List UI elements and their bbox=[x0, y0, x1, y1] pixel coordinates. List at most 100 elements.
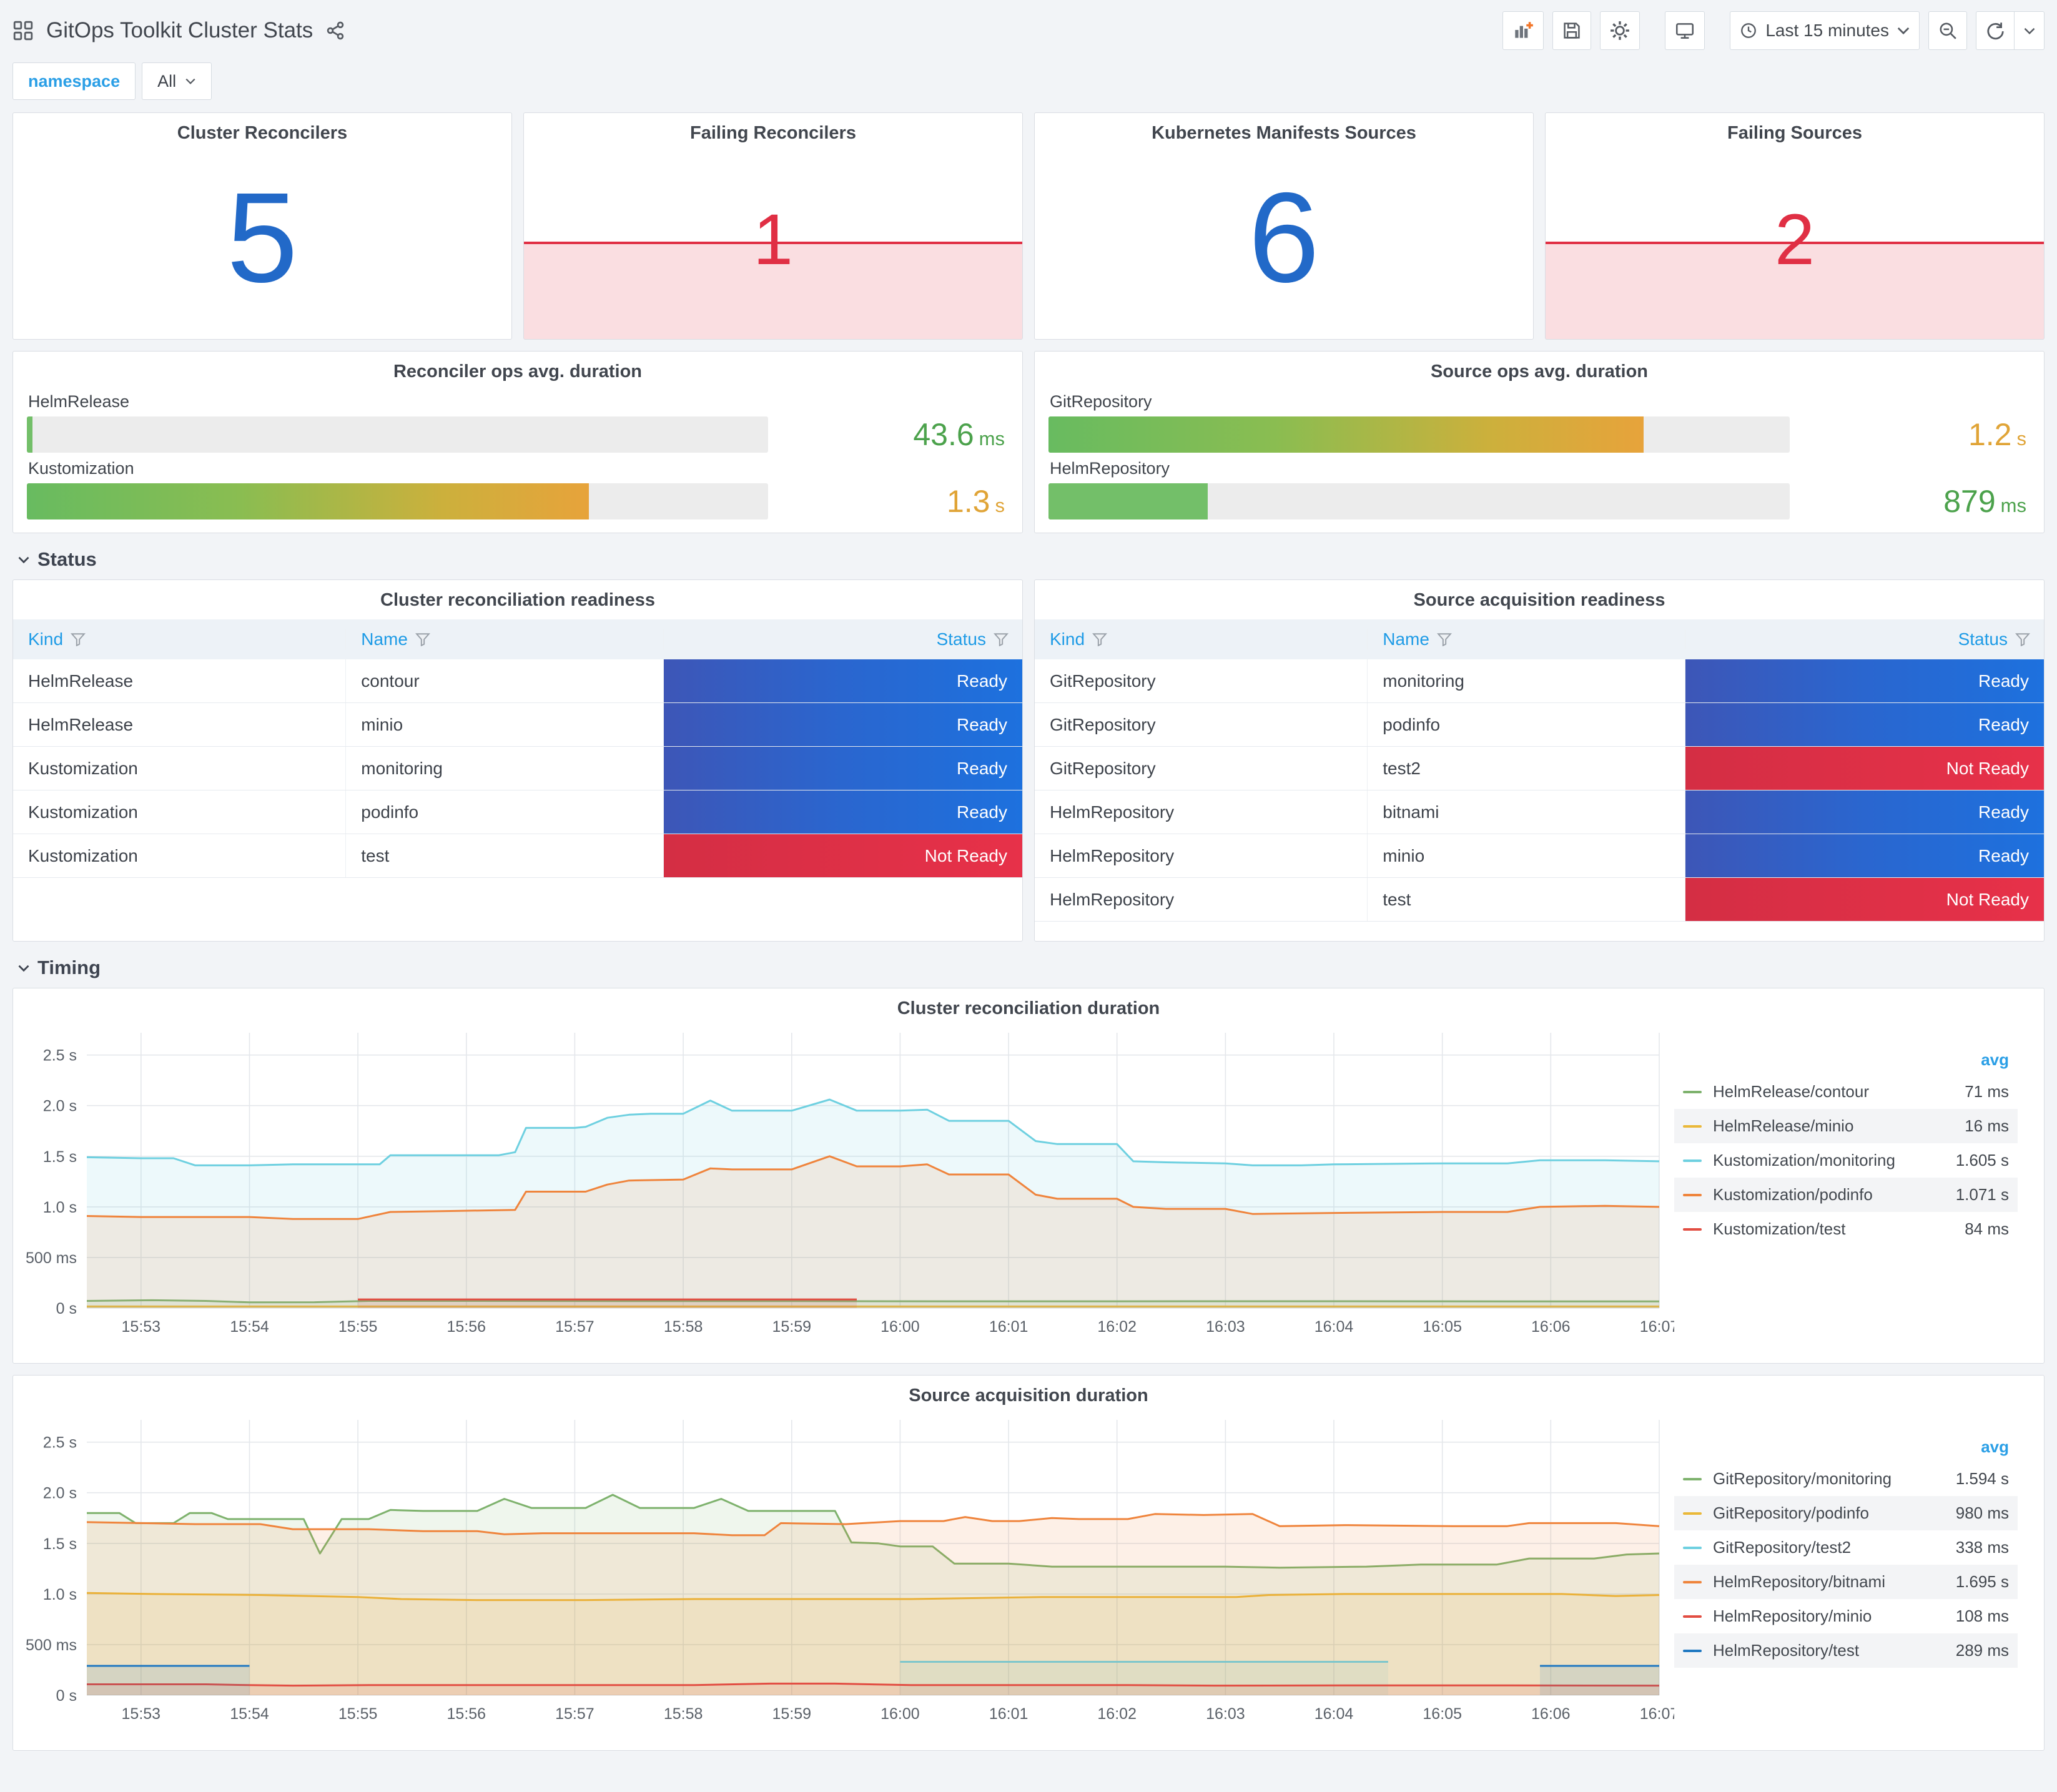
svg-text:16:07: 16:07 bbox=[1640, 1705, 1674, 1723]
cell-status: Ready bbox=[664, 790, 1022, 834]
filter-icon[interactable] bbox=[71, 633, 86, 646]
chart-plot[interactable]: 0 s 500 ms 1.0 s 1.5 s 2.0 s 2.5 s 15:53 15:54 1… bbox=[13, 1023, 1674, 1338]
legend-series-name[interactable]: GitRepository/test2 bbox=[1713, 1538, 1852, 1557]
legend-series-name[interactable]: HelmRepository/test bbox=[1713, 1641, 1860, 1660]
svg-text:16:04: 16:04 bbox=[1315, 1705, 1354, 1723]
table-panel-title: Source acquisition readiness bbox=[1413, 590, 1665, 610]
filter-icon[interactable] bbox=[1436, 633, 1452, 646]
gauge-value-unit: s bbox=[995, 495, 1005, 516]
gauge-track bbox=[1048, 483, 1790, 519]
stat-panel: Kubernetes Manifests Sources 6 bbox=[1034, 112, 1534, 340]
toolbar: Last 15 minutes bbox=[1502, 11, 2045, 50]
svg-text:1.0 s: 1.0 s bbox=[43, 1586, 77, 1603]
column-header-kind[interactable]: Kind bbox=[1035, 629, 1368, 649]
add-panel-button[interactable] bbox=[1502, 11, 1544, 50]
svg-text:15:53: 15:53 bbox=[122, 1705, 161, 1723]
legend-series-swatch bbox=[1683, 1546, 1702, 1549]
column-header-kind[interactable]: Kind bbox=[13, 629, 347, 649]
filter-icon[interactable] bbox=[1092, 633, 1108, 646]
legend-series-name[interactable]: GitRepository/podinfo bbox=[1713, 1504, 1870, 1522]
table-row: HelmRepository minio Ready bbox=[1035, 834, 2044, 878]
legend-series-name[interactable]: Kustomization/monitoring bbox=[1713, 1151, 1895, 1169]
legend-row: GitRepository/monitoring 1.594 s bbox=[1674, 1462, 2018, 1496]
legend-series-avg: 1.594 s bbox=[1955, 1469, 2009, 1488]
status-badge: Ready bbox=[1685, 659, 2044, 702]
cell-name: monitoring bbox=[346, 747, 664, 790]
table-panel: Cluster reconciliation readiness Kind Name… bbox=[12, 579, 1023, 942]
cell-name: test bbox=[1368, 878, 1686, 921]
section-status[interactable]: Status bbox=[17, 548, 2045, 571]
svg-text:2.5 s: 2.5 s bbox=[43, 1047, 77, 1065]
svg-text:16:00: 16:00 bbox=[881, 1705, 920, 1723]
time-series-panel: Source acquisition duration 0 s 500 ms 1.0 … bbox=[12, 1375, 2045, 1751]
legend-series-name[interactable]: HelmRepository/bitnami bbox=[1713, 1572, 1885, 1591]
share-icon[interactable] bbox=[325, 21, 345, 41]
filter-icon[interactable] bbox=[415, 633, 430, 646]
gauge-value-number: 43.6 bbox=[913, 417, 974, 452]
column-header-status[interactable]: Status bbox=[1685, 629, 2044, 649]
legend-series-avg: 16 ms bbox=[1965, 1116, 2009, 1135]
status-badge: Ready bbox=[664, 703, 1022, 746]
cycle-view-mode-button[interactable] bbox=[1665, 11, 1705, 50]
filter-icon[interactable] bbox=[2015, 633, 2030, 646]
legend-series-avg: 1.695 s bbox=[1955, 1572, 2009, 1591]
legend-avg-header[interactable]: avg bbox=[1981, 1050, 2009, 1069]
column-header-name[interactable]: Name bbox=[1368, 629, 1686, 649]
section-timing[interactable]: Timing bbox=[17, 957, 2045, 979]
legend-series-name[interactable]: HelmRepository/minio bbox=[1713, 1607, 1872, 1625]
legend-row: Kustomization/podinfo 1.071 s bbox=[1674, 1178, 2018, 1212]
chevron-down-icon bbox=[1897, 26, 1910, 35]
svg-text:16:06: 16:06 bbox=[1531, 1705, 1571, 1723]
legend-row: HelmRepository/bitnami 1.695 s bbox=[1674, 1565, 2018, 1599]
cell-name: test bbox=[346, 834, 664, 877]
refresh-icon bbox=[1985, 21, 2005, 41]
column-header-name[interactable]: Name bbox=[346, 629, 664, 649]
cell-kind: GitRepository bbox=[1035, 703, 1368, 746]
gauge-bar bbox=[27, 416, 33, 453]
gauge-bar-line: 879 ms bbox=[1048, 483, 2030, 519]
dashboard-settings-button[interactable] bbox=[1600, 11, 1640, 50]
filter-icon[interactable] bbox=[993, 633, 1009, 646]
zoom-out-time-button[interactable] bbox=[1928, 11, 1967, 50]
legend-series-name[interactable]: HelmRelease/minio bbox=[1713, 1116, 1854, 1135]
dashboard-grid-icon[interactable] bbox=[12, 20, 34, 41]
threshold-alert-area bbox=[1546, 242, 2044, 339]
legend-series-avg: 108 ms bbox=[1955, 1607, 2009, 1625]
legend-row: HelmRelease/minio 16 ms bbox=[1674, 1109, 2018, 1143]
variables-row: namespace All bbox=[12, 62, 2045, 100]
refresh-button[interactable] bbox=[1976, 11, 2015, 50]
legend-series-swatch bbox=[1683, 1125, 1702, 1128]
refresh-interval-button[interactable] bbox=[2015, 11, 2045, 50]
legend-row: HelmRepository/minio 108 ms bbox=[1674, 1599, 2018, 1633]
column-header-status[interactable]: Status bbox=[664, 629, 1022, 649]
variable-namespace-value-dropdown[interactable]: All bbox=[142, 62, 212, 100]
save-dashboard-button[interactable] bbox=[1552, 11, 1592, 50]
cell-status: Ready bbox=[1685, 790, 2044, 834]
legend-avg-header[interactable]: avg bbox=[1981, 1437, 2009, 1456]
gauge-bar-line: 1.2 s bbox=[1048, 416, 2030, 453]
legend-series-name[interactable]: GitRepository/monitoring bbox=[1713, 1469, 1892, 1488]
cell-kind: GitRepository bbox=[1035, 747, 1368, 790]
svg-text:2.0 s: 2.0 s bbox=[43, 1098, 77, 1115]
table-panel-title: Cluster reconciliation readiness bbox=[380, 590, 655, 610]
cell-name: contour bbox=[346, 659, 664, 702]
svg-text:16:06: 16:06 bbox=[1531, 1318, 1571, 1336]
svg-text:16:07: 16:07 bbox=[1640, 1318, 1674, 1336]
chart-body: 0 s 500 ms 1.0 s 1.5 s 2.0 s 2.5 s 15:53 15:54 1… bbox=[13, 1410, 2044, 1725]
legend: avg HelmRelease/contour 71 ms HelmRelease/m… bbox=[1674, 1023, 2028, 1338]
status-badge: Not Ready bbox=[1685, 747, 2044, 790]
svg-text:15:59: 15:59 bbox=[772, 1705, 812, 1723]
legend-series-swatch bbox=[1683, 1477, 1702, 1480]
chart-panel-title: Source acquisition duration bbox=[909, 1386, 1148, 1406]
legend-series-name[interactable]: HelmRelease/contour bbox=[1713, 1082, 1870, 1101]
cell-status: Ready bbox=[1685, 703, 2044, 746]
time-range-picker[interactable]: Last 15 minutes bbox=[1730, 11, 1920, 50]
gauge-bar-line: 43.6 ms bbox=[27, 416, 1009, 453]
legend-series-name[interactable]: Kustomization/test bbox=[1713, 1219, 1846, 1238]
svg-text:500 ms: 500 ms bbox=[26, 1637, 77, 1654]
legend-series-name[interactable]: Kustomization/podinfo bbox=[1713, 1185, 1873, 1204]
variable-namespace-label[interactable]: namespace bbox=[12, 62, 136, 100]
svg-text:15:53: 15:53 bbox=[122, 1318, 161, 1336]
chart-plot[interactable]: 0 s 500 ms 1.0 s 1.5 s 2.0 s 2.5 s 15:53 15:54 1… bbox=[13, 1410, 1674, 1725]
